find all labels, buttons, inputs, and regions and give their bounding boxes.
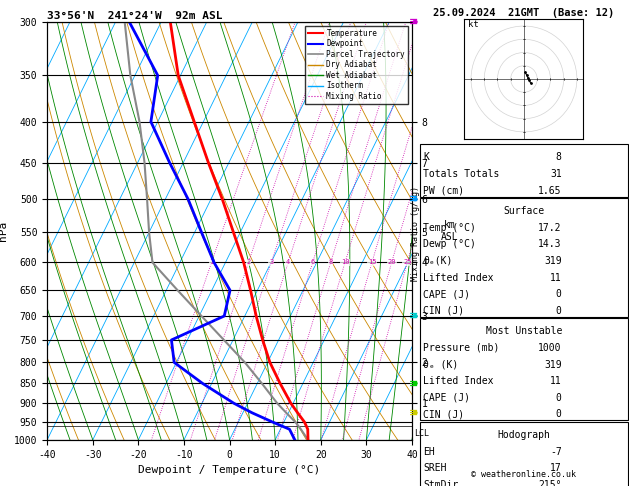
Text: 319: 319	[544, 256, 562, 266]
Text: 8: 8	[328, 260, 333, 265]
Text: LCL: LCL	[415, 430, 430, 438]
Text: 11: 11	[550, 273, 562, 282]
Text: 11: 11	[550, 376, 562, 386]
Text: Mixing Ratio (g/kg): Mixing Ratio (g/kg)	[411, 186, 420, 281]
Legend: Temperature, Dewpoint, Parcel Trajectory, Dry Adiabat, Wet Adiabat, Isotherm, Mi: Temperature, Dewpoint, Parcel Trajectory…	[305, 26, 408, 104]
Text: 0: 0	[556, 409, 562, 419]
Text: 25.09.2024  21GMT  (Base: 12): 25.09.2024 21GMT (Base: 12)	[433, 8, 615, 17]
Text: 2: 2	[247, 260, 250, 265]
Text: K: K	[423, 153, 429, 162]
Text: 25: 25	[403, 260, 411, 265]
Text: 4: 4	[286, 260, 290, 265]
Text: ≡: ≡	[409, 311, 418, 321]
Y-axis label: hPa: hPa	[0, 221, 8, 241]
Text: CIN (J): CIN (J)	[423, 409, 464, 419]
Text: EH: EH	[423, 447, 435, 456]
Text: Most Unstable: Most Unstable	[486, 327, 562, 336]
Text: Temp (°C): Temp (°C)	[423, 223, 476, 233]
Text: 319: 319	[544, 360, 562, 369]
Text: 8: 8	[556, 153, 562, 162]
Text: Pressure (mb): Pressure (mb)	[423, 343, 499, 353]
Text: θₑ (K): θₑ (K)	[423, 360, 459, 369]
Text: © weatheronline.co.uk: © weatheronline.co.uk	[472, 470, 576, 479]
Text: 14.3: 14.3	[538, 240, 562, 249]
Text: Hodograph: Hodograph	[498, 430, 550, 440]
Text: 215°: 215°	[538, 480, 562, 486]
Text: Lifted Index: Lifted Index	[423, 273, 494, 282]
Text: CAPE (J): CAPE (J)	[423, 289, 470, 299]
Text: ≡: ≡	[409, 17, 418, 27]
Text: 0: 0	[556, 306, 562, 315]
Text: 10: 10	[341, 260, 349, 265]
Text: ≡: ≡	[409, 379, 418, 388]
Text: 17.2: 17.2	[538, 223, 562, 233]
Text: 17: 17	[550, 463, 562, 473]
Text: 1.65: 1.65	[538, 186, 562, 195]
Y-axis label: km
ASL: km ASL	[441, 220, 459, 242]
Text: Dewp (°C): Dewp (°C)	[423, 240, 476, 249]
Text: 0: 0	[556, 393, 562, 402]
X-axis label: Dewpoint / Temperature (°C): Dewpoint / Temperature (°C)	[138, 465, 321, 475]
Text: 3: 3	[269, 260, 274, 265]
Text: Lifted Index: Lifted Index	[423, 376, 494, 386]
Text: 31: 31	[550, 169, 562, 179]
Text: 33°56'N  241°24'W  92m ASL: 33°56'N 241°24'W 92m ASL	[47, 11, 223, 21]
Text: StmDir: StmDir	[423, 480, 459, 486]
Text: 1: 1	[209, 260, 214, 265]
Text: CIN (J): CIN (J)	[423, 306, 464, 315]
Text: 15: 15	[368, 260, 376, 265]
Text: ≡: ≡	[409, 408, 418, 418]
Text: -7: -7	[550, 447, 562, 456]
Text: SREH: SREH	[423, 463, 447, 473]
Text: 6: 6	[311, 260, 314, 265]
Text: PW (cm): PW (cm)	[423, 186, 464, 195]
Text: 1000: 1000	[538, 343, 562, 353]
Text: kt: kt	[469, 20, 479, 29]
Text: θₑ(K): θₑ(K)	[423, 256, 453, 266]
Text: Totals Totals: Totals Totals	[423, 169, 499, 179]
Text: CAPE (J): CAPE (J)	[423, 393, 470, 402]
Text: 20: 20	[387, 260, 396, 265]
Text: ≡: ≡	[409, 194, 418, 204]
Text: 0: 0	[556, 289, 562, 299]
Text: Surface: Surface	[503, 207, 545, 216]
